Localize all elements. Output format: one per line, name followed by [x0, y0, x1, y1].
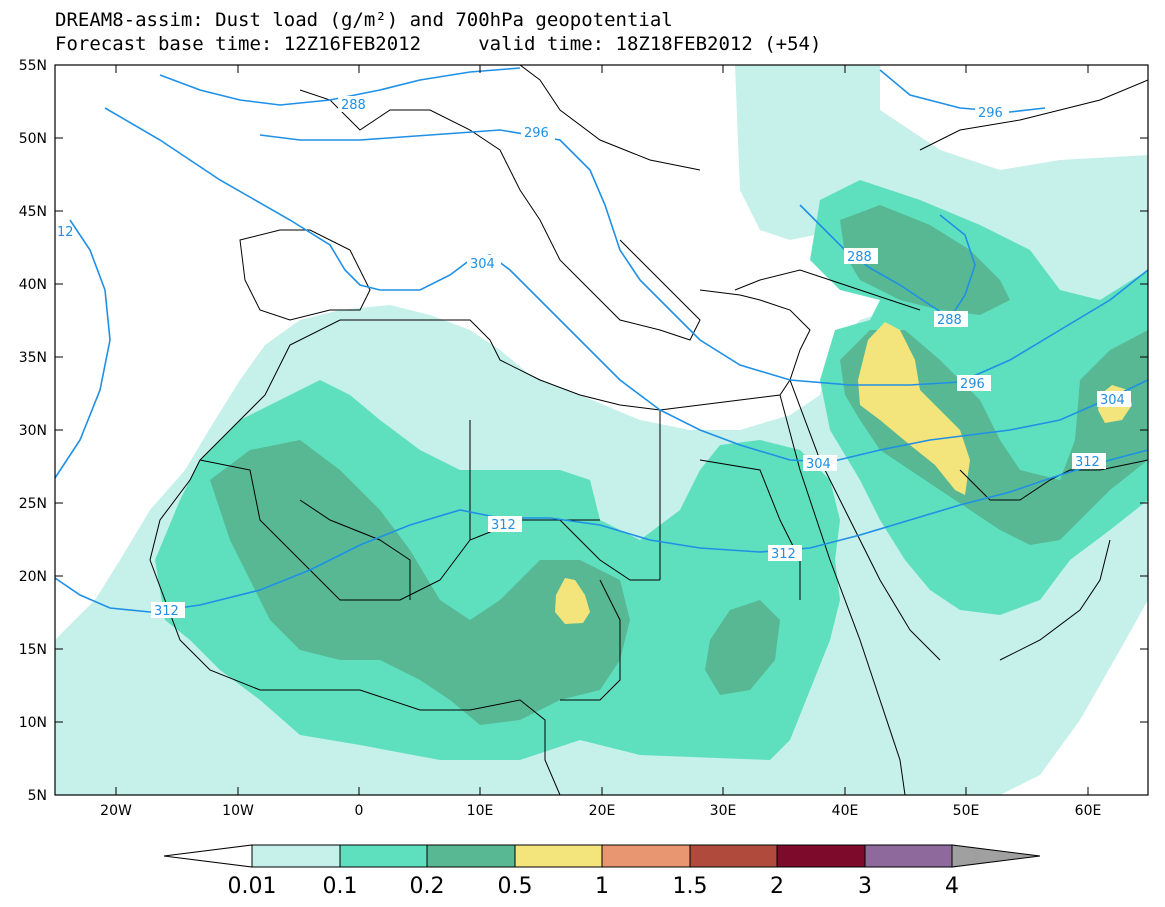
lon-label: 50E — [953, 803, 980, 819]
contour-label-296-e: 296 — [960, 377, 985, 392]
map-plot-area: 288 296 304 312 288 288 296 304 312 312 … — [55, 65, 1148, 795]
colorbar-label: 2 — [770, 874, 784, 899]
colorbar-label: 1 — [595, 874, 609, 899]
contour-label-304-w: 304 — [470, 257, 495, 272]
colorbar-swatch — [251, 844, 341, 868]
lat-label: 50N — [19, 131, 47, 147]
contour-label-312-w: 312 — [154, 604, 179, 619]
colorbar-label: 0.5 — [498, 874, 533, 899]
lat-label: 20N — [19, 569, 47, 585]
dust-shade-0.2 — [210, 440, 630, 725]
lat-label: 15N — [19, 642, 47, 658]
colorbar-swatch — [601, 844, 691, 868]
contour-labels: 288 296 304 312 288 288 296 304 312 312 … — [57, 96, 1131, 619]
dust-shade-0.5-b — [858, 322, 970, 495]
contour-label-296-ne: 296 — [978, 106, 1003, 121]
contour-label-304-red-sea: 304 — [806, 457, 831, 472]
lon-label: 60E — [1075, 803, 1102, 819]
map-title: DREAM8-assim: Dust load (g/m²) and 700hP… — [55, 9, 673, 31]
contour-label-288-caucasus: 288 — [847, 250, 872, 265]
dust-shade-0.5-a — [555, 578, 590, 624]
contour-label-304-e: 304 — [1100, 393, 1125, 408]
lat-label: 35N — [19, 350, 47, 366]
lon-label: 30E — [710, 803, 737, 819]
colorbar-under-arrow — [163, 844, 253, 868]
colorbar-swatch — [339, 844, 428, 868]
map-subtitle: Forecast base time: 12Z16FEB2012 valid t… — [55, 33, 822, 55]
longitude-axis: 20W 10W 0 10E 20E 30E 40E 50E 60E — [100, 65, 1101, 819]
coastlines — [149, 65, 1148, 795]
colorbar-label: 0.1 — [323, 874, 358, 899]
lon-label: 20E — [589, 803, 616, 819]
lat-label: 25N — [19, 496, 47, 512]
contour-label-312-mid: 312 — [491, 518, 516, 533]
lat-label: 45N — [19, 204, 47, 220]
lon-label: 40E — [832, 803, 859, 819]
colorbar-swatch — [514, 844, 603, 868]
lat-label: 5N — [28, 788, 47, 804]
contour-label-312-e: 312 — [1075, 455, 1100, 470]
contour-label-12-edge: 12 — [57, 225, 74, 240]
colorbar: 0.01 0.1 0.2 0.5 1 1.5 2 3 4 — [163, 844, 1041, 899]
contour-label-288-nw: 288 — [341, 98, 366, 113]
lat-label: 55N — [19, 58, 47, 74]
colorbar-swatch — [864, 844, 953, 868]
colorbar-swatch — [776, 844, 866, 868]
lat-label: 40N — [19, 277, 47, 293]
lon-label: 10W — [222, 803, 254, 819]
colorbar-over-arrow — [951, 844, 1041, 868]
colorbar-label: 0.2 — [410, 874, 445, 899]
geopotential-contours — [55, 67, 1148, 613]
colorbar-label: 4 — [945, 874, 959, 899]
colorbar-label: 3 — [858, 874, 872, 899]
colorbar-label: 1.5 — [673, 874, 708, 899]
contour-label-312-se: 312 — [771, 547, 796, 562]
colorbar-swatch — [426, 844, 516, 868]
colorbar-label: 0.01 — [228, 874, 277, 899]
lon-label: 10E — [467, 803, 494, 819]
lat-label: 30N — [19, 423, 47, 439]
lon-label: 0 — [355, 803, 364, 819]
lat-label: 10N — [19, 715, 47, 731]
contour-label-296-n: 296 — [524, 126, 549, 141]
colorbar-swatch — [689, 844, 778, 868]
lon-label: 20W — [100, 803, 132, 819]
contour-label-288-caspian: 288 — [937, 313, 962, 328]
dust-shade-0.2-b — [705, 600, 780, 695]
latitude-axis: 55N 50N 45N 40N 35N 30N 25N 20N 15N 10N … — [19, 58, 1148, 804]
